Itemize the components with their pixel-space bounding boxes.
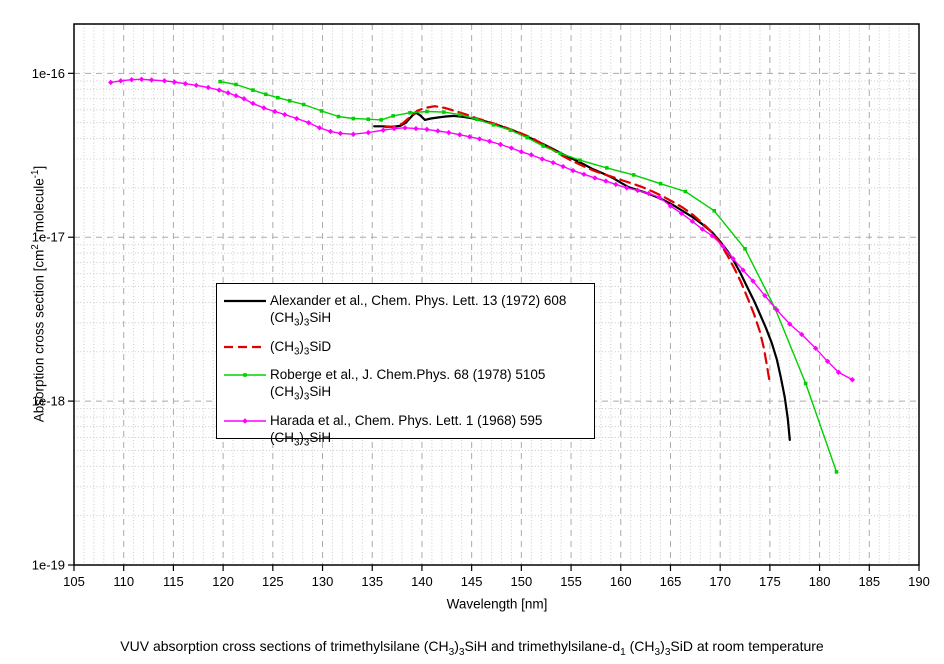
- x-tick-label: 170: [709, 574, 731, 589]
- y-tick-label: 1e-16: [32, 66, 65, 81]
- x-tick-label: 120: [212, 574, 234, 589]
- x-axis-ticks: 105 110 115 120 125 130 135 140 145 150 155 160 165 1…: [63, 565, 930, 589]
- series-4: [108, 76, 856, 383]
- x-tick-label: 135: [361, 574, 383, 589]
- grid-minor: [74, 24, 919, 565]
- x-tick-label: 185: [858, 574, 880, 589]
- x-tick-label: 125: [262, 574, 284, 589]
- x-tick-label: 145: [461, 574, 483, 589]
- legend-entry-text: (CH3)3SiH: [270, 384, 332, 404]
- x-tick-label: 150: [511, 574, 533, 589]
- legend-entry-text: Harada et al., Chem. Phys. Lett. 1 (1968…: [270, 413, 543, 429]
- caption: VUV absorption cross sections of trimeth…: [120, 638, 824, 658]
- legend-key-line: [224, 345, 266, 348]
- x-tick-label: 130: [312, 574, 334, 589]
- x-tick-label: 110: [113, 574, 134, 589]
- legend-entry-text: (CH3)3SiD: [270, 338, 332, 358]
- plot-area: 105 110 115 120 125 130 135 140 145 150 155 160 165 1…: [32, 23, 930, 589]
- legend-entry-label: Alexander et al., Chem. Phys. Lett. 13 (…: [270, 292, 566, 332]
- x-tick-label: 175: [759, 574, 781, 589]
- series-2: [384, 105, 772, 385]
- y-tick-label: 1e-17: [32, 230, 65, 245]
- legend-entry-label: Harada et al., Chem. Phys. Lett. 1 (1968…: [270, 412, 542, 452]
- legend: Alexander et al., Chem. Phys. Lett. 13 (…: [216, 283, 595, 449]
- x-tick-label: 140: [411, 574, 433, 589]
- legend-entry: Roberge et al., J. Chem.Phys. 68 (1978) …: [223, 366, 588, 406]
- x-tick-label: 165: [660, 574, 682, 589]
- x-tick-label: 160: [610, 574, 632, 589]
- legend-entry: Harada et al., Chem. Phys. Lett. 1 (1968…: [223, 412, 588, 452]
- legend-key-line: [224, 373, 266, 378]
- x-axis-title: Wavelength [nm]: [446, 596, 548, 612]
- legend-entry-label: Roberge et al., J. Chem.Phys. 68 (1978) …: [270, 366, 545, 406]
- legend-key-line: [224, 299, 266, 303]
- x-tick-label: 180: [809, 574, 831, 589]
- legend-entry-text: Alexander et al., Chem. Phys. Lett. 13 (…: [270, 293, 567, 308]
- legend-key-line: [224, 418, 266, 424]
- x-tick-label: 190: [908, 574, 930, 589]
- x-tick-label: 155: [560, 574, 582, 589]
- legend-entry: Alexander et al., Chem. Phys. Lett. 13 (…: [223, 292, 588, 332]
- y-axis-ticks: 1e-16 1e-17 1e-18 1e-19: [32, 66, 74, 573]
- legend-entry-text: (CH3)3SiH: [270, 310, 332, 329]
- y-axis-title: Absorption cross section [cm2 · molecule…: [29, 165, 47, 423]
- legend-entry: (CH3)3SiD: [223, 338, 588, 361]
- x-tick-label: 115: [163, 574, 184, 589]
- legend-entry-label: (CH3)3SiD: [270, 338, 331, 361]
- plot-border: [73, 23, 920, 566]
- y-tick-label: 1e-19: [32, 558, 65, 573]
- series-3: [218, 79, 839, 474]
- x-tick-label: 105: [63, 574, 85, 589]
- legend-entry-text: Roberge et al., J. Chem.Phys. 68 (1978) …: [270, 367, 546, 383]
- y-tick-label: 1e-18: [32, 394, 65, 409]
- legend-entry-text: (CH3)3SiH: [270, 430, 332, 449]
